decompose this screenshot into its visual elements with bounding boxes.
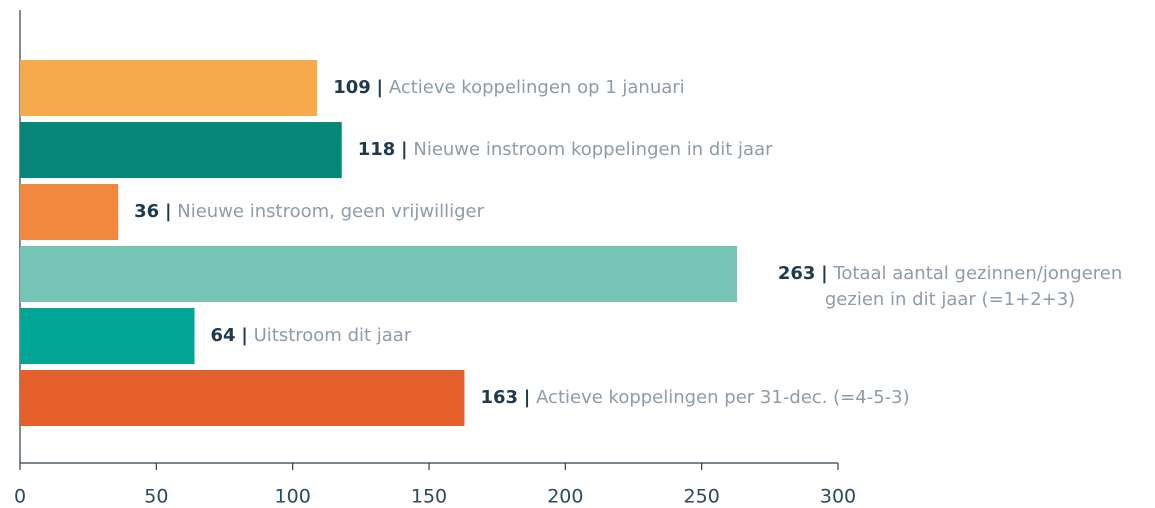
x-tick-label: 300 [820, 486, 856, 508]
bar [20, 370, 465, 426]
bar-label: 163 | Actieve koppelingen per 31-dec. (=… [480, 385, 909, 411]
category-label: Actieve koppelingen op 1 januari [388, 77, 685, 98]
value-label: 109 [333, 77, 371, 98]
x-tick-label: 250 [684, 486, 720, 508]
x-tick-label: 200 [547, 486, 583, 508]
value-label: 64 [210, 325, 236, 346]
bar-label: 263 | Totaal aantal gezinnen/jongeren ge… [753, 261, 1147, 313]
separator: | [241, 325, 248, 346]
value-label: 263 [777, 263, 816, 284]
separator: | [523, 387, 531, 408]
bar [20, 60, 318, 116]
bar [20, 122, 342, 178]
category-label: Nieuwe instroom koppelingen in dit jaar [413, 139, 773, 160]
category-label: Totaal aantal gezinnen/jongeren gezien i… [824, 263, 1123, 310]
bar-label: 36 | Nieuwe instroom, geen vrijwilliger [134, 199, 484, 225]
value-label: 36 [134, 201, 160, 222]
x-tick-label: 150 [411, 486, 447, 508]
category-label: Uitstroom dit jaar [253, 325, 412, 346]
bar-label: 109 | Actieve koppelingen op 1 januari [333, 75, 684, 101]
x-tick-label: 0 [14, 486, 26, 508]
category-label: Nieuwe instroom, geen vrijwilliger [177, 201, 484, 222]
x-tick-label: 50 [144, 486, 168, 508]
separator: | [164, 201, 172, 222]
bar [20, 246, 738, 302]
bar-label: 64 | Uitstroom dit jaar [211, 323, 412, 349]
value-label: 118 [357, 139, 396, 160]
separator: | [821, 263, 828, 284]
bar [20, 184, 119, 240]
bar [20, 308, 195, 364]
category-label: Actieve koppelingen per 31-dec. (=4-5-3) [536, 387, 910, 408]
separator: | [401, 139, 408, 160]
bar-label: 118 | Nieuwe instroom koppelingen in dit… [358, 137, 773, 163]
x-tick-label: 100 [275, 486, 311, 508]
separator: | [376, 77, 384, 98]
value-label: 163 [480, 387, 519, 408]
